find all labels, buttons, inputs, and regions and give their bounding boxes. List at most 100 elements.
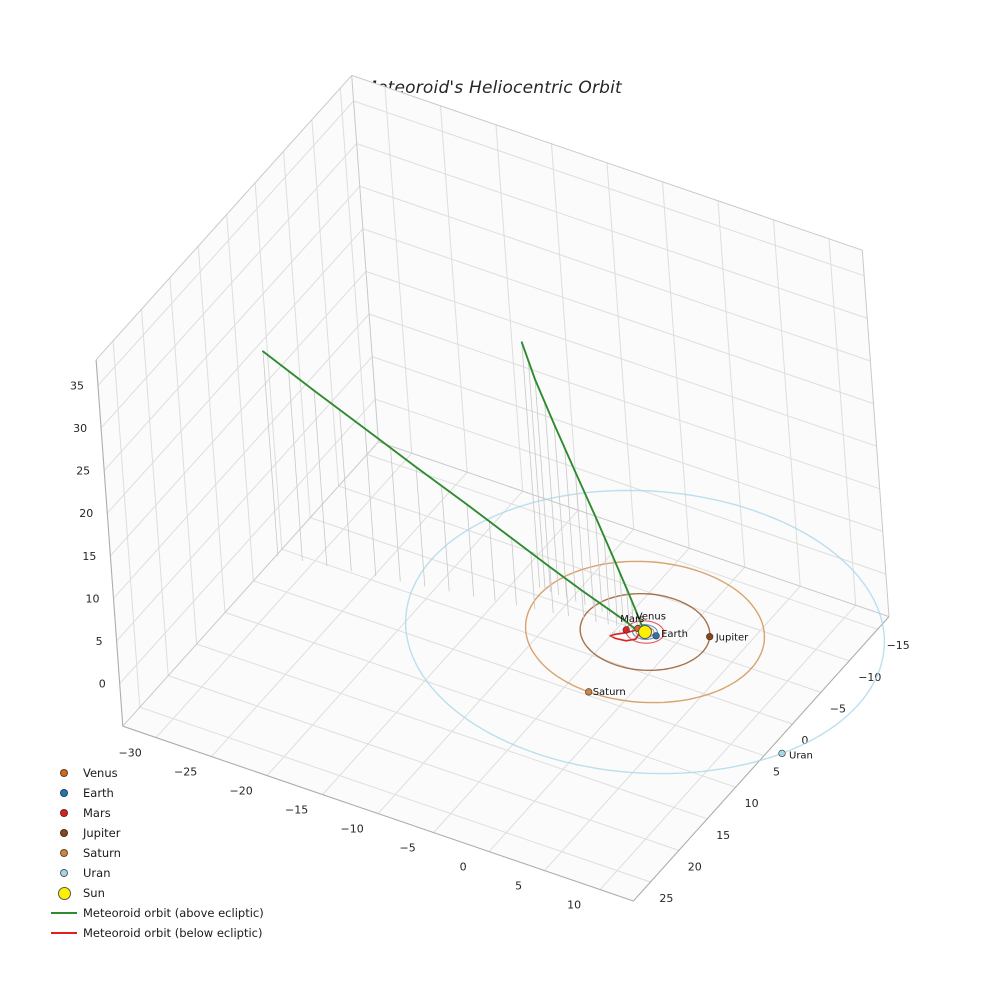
grid-line-x-floor [433,547,690,833]
stem-line [339,409,352,572]
stem-line [549,566,554,614]
legend-line-marker [48,931,80,935]
planet-dot-mars [622,626,630,634]
legend-dot-marker [48,769,80,777]
stem-line [364,428,377,577]
dot-icon [57,886,71,900]
grid-line-x-wall [551,143,579,511]
stem-line [262,351,279,556]
legend-label: Jupiter [83,826,121,840]
planet-dot-uran [778,749,786,758]
grid-line-x-floor [211,471,468,757]
legend-item-meteoroid-orbit-below-ecliptic: Meteoroid orbit (below ecliptic) [48,923,264,943]
edge [122,441,379,727]
grid-line-y-wall [141,309,169,676]
stem-line [594,599,597,622]
legend-dot-marker [48,789,80,797]
stem-line [390,447,401,582]
grid-line-y-wall [339,87,368,455]
planet-label-mars: Mars [620,614,644,625]
grid-line-y-floor [366,453,878,630]
legend-item-meteoroid-orbit-above-ecliptic: Meteoroid orbit (above ecliptic) [48,903,264,923]
y-tick-label: −15 [887,639,910,652]
y-tick-label: 5 [773,766,780,779]
grid-line-z-right [353,100,865,277]
grid-line-y-floor [253,580,765,757]
grid-line-x-floor [544,585,801,871]
x-tick-label: −20 [229,785,252,798]
meteoroid-stems [262,342,641,641]
tick-labels: −30−25−20−15−10−50510−15−10−505101520250… [70,379,910,911]
x-axis-spine [122,725,634,902]
stem-line [612,556,618,618]
legend-label: Sun [83,886,105,900]
grid-line-z-right [375,398,887,575]
legend-item-uran: Uran [48,863,264,883]
grid-line-y-wall [112,340,141,708]
stem-line [441,485,450,592]
legend-item-sun: Sun [48,883,264,903]
grid-line-z-left [106,228,364,514]
grid-line-z-left [97,100,354,386]
orbit-jupiter [579,593,711,671]
dot-icon [60,849,68,857]
stem-line [488,521,496,601]
legend-label: Saturn [83,846,121,860]
stem-line [565,578,569,617]
y-tick-label: 0 [801,734,808,747]
planet-label-uran: Uran [789,750,813,761]
stem-line [534,379,551,592]
grid-line-z-left [103,185,361,471]
orbit-mars [625,620,665,644]
legend-item-jupiter: Jupiter [48,823,264,843]
grid-line-y-wall [226,214,254,581]
orbit-saturn [524,560,766,704]
grid-line-z-right [365,270,877,447]
z-axis-spine [95,359,124,727]
edge [861,250,890,617]
planet-label-saturn: Saturn [593,687,626,698]
stem-line [619,572,624,621]
stem-line [575,472,586,606]
legend-dot-marker [48,886,80,900]
grid-line-y-wall [169,277,198,645]
y-tick-label: −5 [830,702,846,715]
legend-dot-marker [48,829,80,837]
y-tick-label: 20 [688,860,702,873]
grid-line-z-left [113,313,370,599]
y-axis-spine [632,616,890,902]
edge [351,74,863,251]
grid-line-x-wall [773,219,801,587]
z-tick-label: 5 [96,635,103,648]
grid-line-z-right [359,185,871,362]
dot-icon [60,809,68,817]
grid-line-x-wall [384,86,413,454]
x-tick-label: 0 [460,861,467,874]
orbit-uran [404,489,886,775]
y-tick-label: 10 [745,797,759,810]
grid-line-x-wall [440,105,468,473]
legend-dot-marker [48,849,80,857]
y-tick-label: 15 [716,829,730,842]
meteoroid-below-ecliptic [608,627,644,642]
stem-line [626,588,630,623]
grid-line-x-wall [662,181,690,549]
grid-line-y-wall [283,151,311,518]
grid-line-z-right [362,228,874,405]
stem-line [530,552,536,610]
grid-line-y-wall [254,182,283,550]
axes-box-edges [95,74,890,902]
grid-line-z-right [372,356,883,532]
grid-line-z-left [119,398,376,684]
edge [95,75,353,361]
grid-line-x-floor [266,490,524,776]
legend-dot-marker [48,869,80,877]
stem-line [544,401,559,595]
dot-icon [60,789,68,797]
legend-item-mars: Mars [48,803,264,823]
planet-dot-saturn [585,688,593,696]
stem-line [584,494,594,609]
planet-markers: Venus Earth Mars Jupiter Saturn Uran [585,612,813,761]
